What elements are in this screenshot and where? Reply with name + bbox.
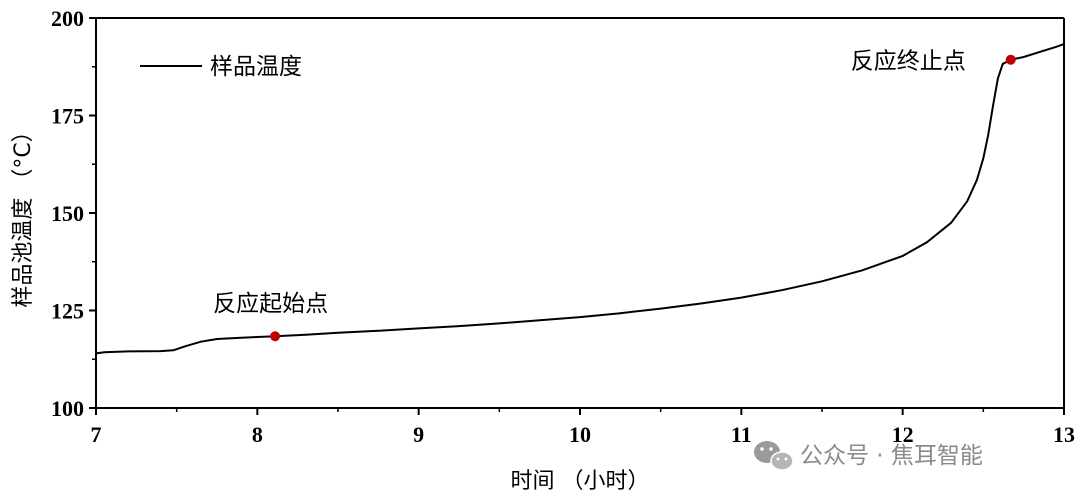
tick-labels: 7 8 9 10 11 12 13 100 125 150 175 200 <box>51 6 1075 447</box>
x-tick-label: 8 <box>252 422 263 447</box>
y-tick-label: 125 <box>51 299 84 324</box>
annotation-label: 反应终止点 <box>851 49 966 75</box>
x-tick-label: 12 <box>892 422 914 447</box>
x-tick-label: 10 <box>569 422 591 447</box>
series-line-sample-temperature <box>95 43 1065 355</box>
x-axis-title: 时间 （小时） <box>511 469 650 494</box>
legend: 样品温度 <box>140 54 302 80</box>
x-tick-label: 7 <box>91 422 102 447</box>
ticks <box>89 17 1065 415</box>
annotation-marker <box>270 331 281 342</box>
y-tick-label: 175 <box>51 104 84 129</box>
y-tick-label: 200 <box>51 6 84 31</box>
y-tick-label: 100 <box>51 396 84 421</box>
annotation-marker <box>1005 54 1016 65</box>
watermark-text: 公众号 · 焦耳智能 <box>800 443 983 469</box>
annotations: 反应起始点 反应终止点 <box>213 49 1016 342</box>
x-tick-label: 13 <box>1053 422 1075 447</box>
y-axis-title: 样品池温度 （°C） <box>11 120 36 307</box>
legend-label: 样品温度 <box>210 54 302 80</box>
annotation-label: 反应起始点 <box>213 291 328 317</box>
wechat-icon <box>754 441 794 471</box>
watermark: 公众号 · 焦耳智能 <box>754 441 983 471</box>
y-tick-label: 150 <box>51 201 84 226</box>
x-tick-label: 11 <box>731 422 752 447</box>
x-tick-label: 9 <box>413 422 424 447</box>
